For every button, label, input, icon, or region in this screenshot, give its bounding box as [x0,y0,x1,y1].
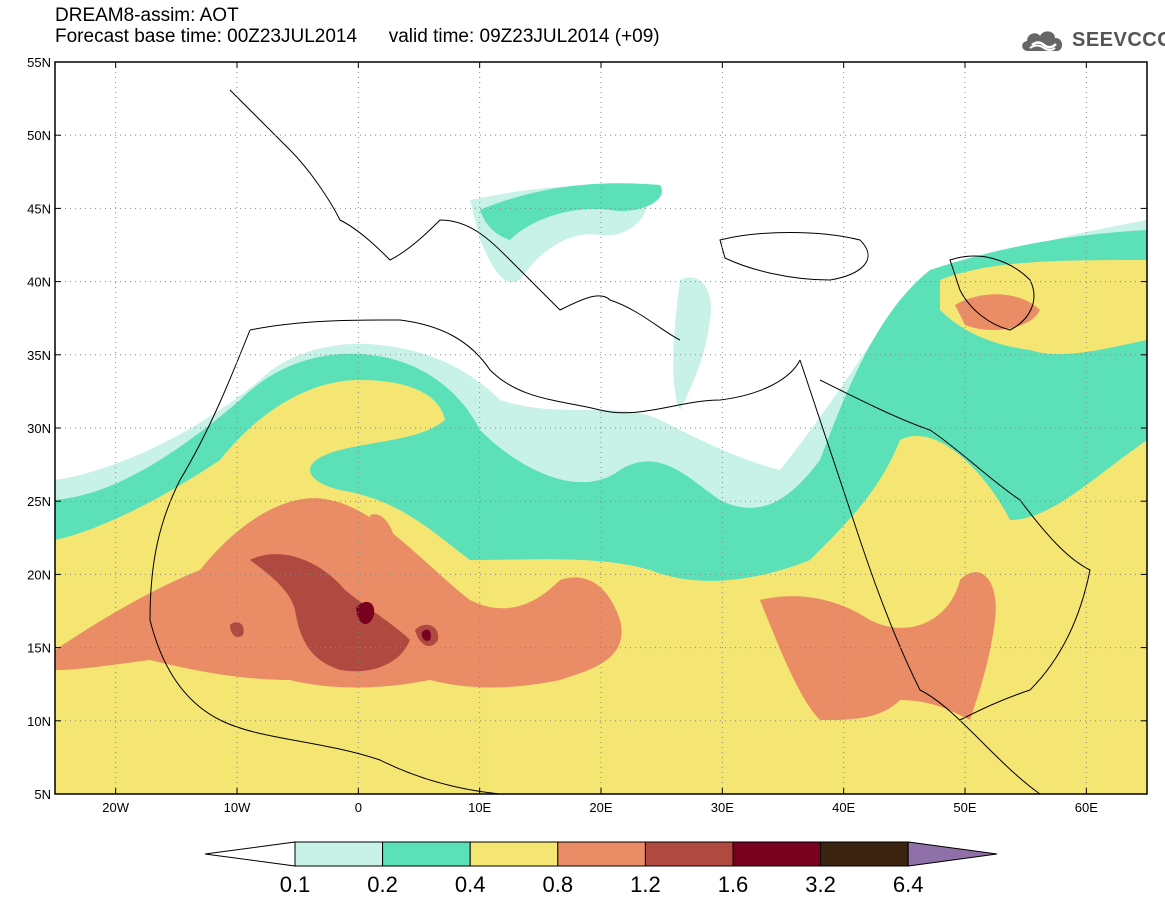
aot-band-0.8-arabia [760,572,996,720]
colorbar-under-arrow [204,841,296,867]
lat-tick-label: 25N [27,494,51,509]
lon-tick-label: 0 [355,800,362,815]
colorbar-bin [469,841,559,867]
aot-band-1.2 [250,554,410,672]
lat-tick-label: 30N [27,421,51,436]
colorbar-bin [294,841,384,867]
logo-text: SEEVCCC [1072,28,1165,51]
aot-band-1.6 [356,601,375,625]
lon-tick-label: 20W [102,800,129,815]
colorbar-label: 0.8 [543,872,574,897]
colorbar-label: 0.1 [280,872,311,897]
lat-tick-label: 10N [27,714,51,729]
lon-tick-label: 20E [589,800,612,815]
aot-band-0.4-caspian [940,260,1147,355]
lat-tick-label: 35N [27,348,51,363]
lon-tick-label: 60E [1075,800,1098,815]
coastline-europe [229,89,681,341]
colorbar-label: 0.2 [367,872,398,897]
colorbar-label: 1.6 [718,872,749,897]
colorbar-bin [644,841,734,867]
aot-band-1.6-east [421,629,431,641]
lat-tick-label: 5N [34,787,51,802]
colorbar-bin [820,841,909,867]
colorbar-label: 3.2 [805,872,836,897]
colorbar-label: 1.2 [630,872,661,897]
lon-tick-label: 10W [224,800,251,815]
aot-band-0.8-caspian [955,294,1040,330]
lat-tick-label: 55N [27,55,51,70]
aot-band-0.1-aegean [673,277,711,410]
cloud-icon [1022,31,1063,51]
coastline-africa-north [249,319,801,414]
coastline-africa-west [149,329,501,794]
colorbar-label: 6.4 [893,872,924,897]
colorbar: 0.1 0.2 0.4 0.8 1.2 1.6 3.2 6.4 [204,841,998,897]
coastline-blacksea [719,232,869,281]
colorbar-bin [382,841,471,867]
lat-tick-label: 50N [27,128,51,143]
coastline-somalia [979,739,1041,794]
forecast-time-line: Forecast base time: 00Z23JUL2014 valid t… [55,26,660,47]
map-title: DREAM8-assim: AOT [55,5,239,26]
aot-band-0.8-west [370,514,400,565]
coastline-arabia [819,379,1091,721]
lon-tick-label: 40E [832,800,855,815]
coastline-redsea [799,359,981,741]
colorbar-label: 0.4 [455,872,486,897]
lon-tick-label: 50E [953,800,976,815]
lon-tick-label: 30E [711,800,734,815]
colorbar-bin [732,841,822,867]
colorbar-over-arrow [907,841,998,867]
seevccc-logo: SEEVCCC [1018,24,1165,56]
coastline-caspian [949,255,1035,331]
map-axes: 20W 10W 0 10E 20E 30E 40E 50E 60E 55N 50N 45N 40N 35N… [27,55,1147,815]
lat-tick-label: 40N [27,275,51,290]
colorbar-bin [557,841,646,867]
coastlines [149,89,1091,794]
lat-tick-label: 20N [27,567,51,582]
map-grid [55,62,1147,794]
lon-tick-label: 10E [468,800,491,815]
aot-band-1.2-west [230,622,244,637]
aot-band-0.2-north [480,183,662,240]
lat-tick-label: 45N [27,201,51,216]
lat-tick-label: 15N [27,641,51,656]
